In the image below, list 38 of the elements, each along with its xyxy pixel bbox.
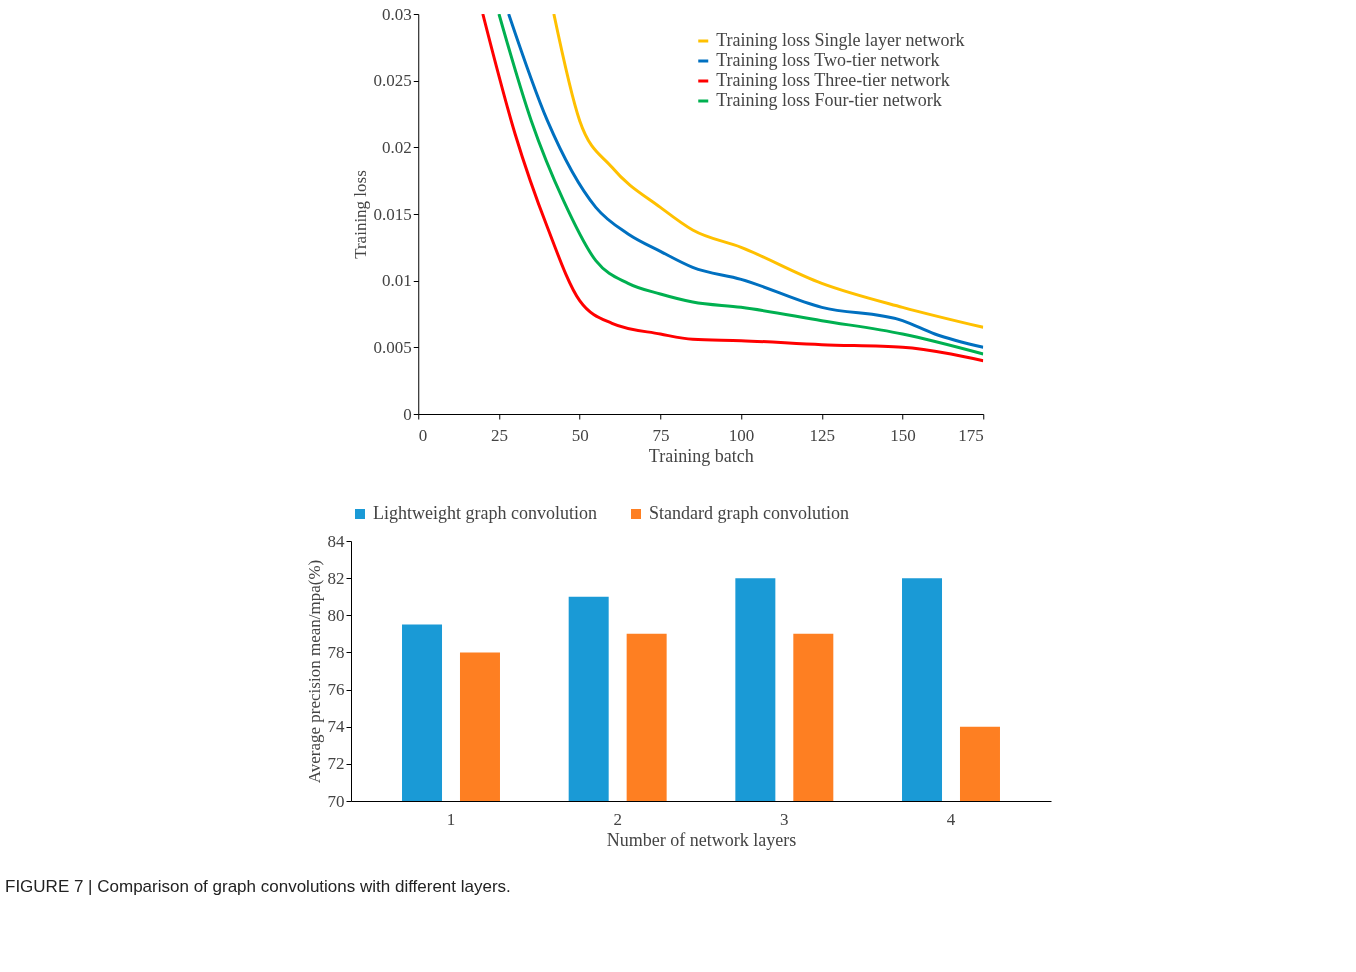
y-axis-title: Training loss bbox=[350, 170, 370, 259]
legend-label: Lightweight graph convolution bbox=[373, 503, 597, 523]
y-tick-label: 0.025 bbox=[373, 71, 412, 91]
legend-label: Training loss Two-tier network bbox=[716, 50, 940, 70]
x-tick-label: 150 bbox=[890, 425, 916, 445]
legend-label: Training loss Four-tier network bbox=[716, 90, 942, 110]
x-tick-label: 3 bbox=[780, 809, 789, 829]
x-tick-label: 175 bbox=[958, 425, 984, 445]
x-tick-label: 2 bbox=[613, 809, 622, 829]
caption: FIGURE 7 | Comparison of graph convolutions with different layers. bbox=[5, 877, 511, 896]
x-axis-title: Number of network layers bbox=[606, 829, 797, 850]
legend-label: Training loss Three-tier network bbox=[716, 70, 950, 90]
x-tick-label: 100 bbox=[728, 425, 755, 445]
legend-label: Training loss Single layer network bbox=[716, 30, 965, 50]
x-tick-label: 50 bbox=[571, 425, 589, 445]
x-tick-label: 25 bbox=[490, 425, 508, 445]
y-axis-title: Average precision mean/mpa(%) bbox=[304, 559, 324, 784]
y-tick-label: 82 bbox=[327, 568, 345, 588]
x-tick-label: 125 bbox=[809, 425, 836, 445]
x-tick-label: 4 bbox=[946, 809, 956, 829]
y-tick-label: 0.02 bbox=[382, 137, 412, 157]
x-axis-title: Training batch bbox=[648, 445, 754, 466]
y-tick-label: 80 bbox=[327, 605, 345, 625]
x-tick-label: 0 bbox=[418, 425, 428, 445]
y-tick-label: 76 bbox=[327, 680, 345, 700]
y-tick-label: 78 bbox=[327, 642, 345, 662]
y-tick-label: 0.03 bbox=[382, 4, 412, 24]
x-tick-label: 75 bbox=[652, 425, 670, 445]
y-tick-label: 0.01 bbox=[382, 271, 412, 291]
y-tick-label: 0.015 bbox=[373, 204, 412, 224]
y-tick-label: 0 bbox=[403, 404, 412, 424]
legend-label: Standard graph convolution bbox=[649, 503, 849, 523]
y-tick-label: 84 bbox=[327, 531, 345, 551]
y-tick-label: 74 bbox=[327, 717, 345, 737]
x-tick-label: 1 bbox=[446, 809, 456, 829]
y-tick-label: 70 bbox=[327, 791, 345, 811]
y-tick-label: 72 bbox=[327, 754, 345, 774]
y-tick-label: 0.005 bbox=[373, 337, 412, 357]
